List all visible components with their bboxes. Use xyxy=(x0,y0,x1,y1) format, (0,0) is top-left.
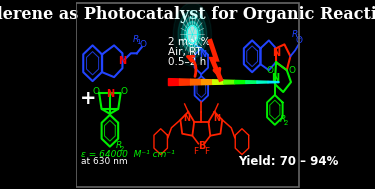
Text: O: O xyxy=(288,66,295,75)
Polygon shape xyxy=(213,80,224,84)
Circle shape xyxy=(184,22,200,47)
Polygon shape xyxy=(190,79,202,85)
Text: ε = 64000  M⁻¹ cm⁻¹: ε = 64000 M⁻¹ cm⁻¹ xyxy=(81,149,174,159)
Text: R: R xyxy=(292,30,298,39)
Polygon shape xyxy=(224,80,235,84)
Text: N: N xyxy=(106,89,114,99)
Text: R: R xyxy=(132,35,139,44)
Circle shape xyxy=(182,17,203,52)
Text: 2: 2 xyxy=(120,146,124,152)
Polygon shape xyxy=(268,81,279,83)
Text: Air, RT: Air, RT xyxy=(168,47,202,57)
Polygon shape xyxy=(246,81,257,84)
Circle shape xyxy=(187,26,198,43)
Circle shape xyxy=(178,11,207,58)
Text: N: N xyxy=(272,48,280,58)
Polygon shape xyxy=(168,79,180,86)
Text: 1: 1 xyxy=(136,39,141,45)
Text: N: N xyxy=(183,114,190,123)
Text: 1: 1 xyxy=(296,34,300,40)
Polygon shape xyxy=(235,80,246,84)
Text: F: F xyxy=(194,147,198,156)
Polygon shape xyxy=(202,80,213,85)
Text: O: O xyxy=(267,66,273,75)
Polygon shape xyxy=(257,81,268,83)
Polygon shape xyxy=(180,79,190,85)
Text: N: N xyxy=(213,114,220,123)
Text: at 630 nm: at 630 nm xyxy=(81,157,127,167)
Circle shape xyxy=(173,3,211,66)
Text: N: N xyxy=(200,50,207,59)
Text: O: O xyxy=(121,87,128,95)
Text: Fullerene as Photocatalyst for Organic Reactions: Fullerene as Photocatalyst for Organic R… xyxy=(0,6,375,23)
Text: 2 mol %: 2 mol % xyxy=(168,37,211,47)
Text: O: O xyxy=(139,40,146,49)
Text: Yield: 70 – 94%: Yield: 70 – 94% xyxy=(238,156,339,168)
Text: O: O xyxy=(296,36,303,45)
Text: 2: 2 xyxy=(284,120,288,126)
Text: +: + xyxy=(80,89,96,108)
Text: 0.5–2 h: 0.5–2 h xyxy=(168,57,207,67)
Text: R: R xyxy=(280,115,286,124)
Text: N: N xyxy=(271,73,279,83)
Text: F: F xyxy=(204,147,209,156)
Text: N: N xyxy=(118,56,126,66)
Text: O: O xyxy=(92,87,99,95)
Text: R: R xyxy=(116,141,122,150)
Text: B: B xyxy=(198,141,205,151)
